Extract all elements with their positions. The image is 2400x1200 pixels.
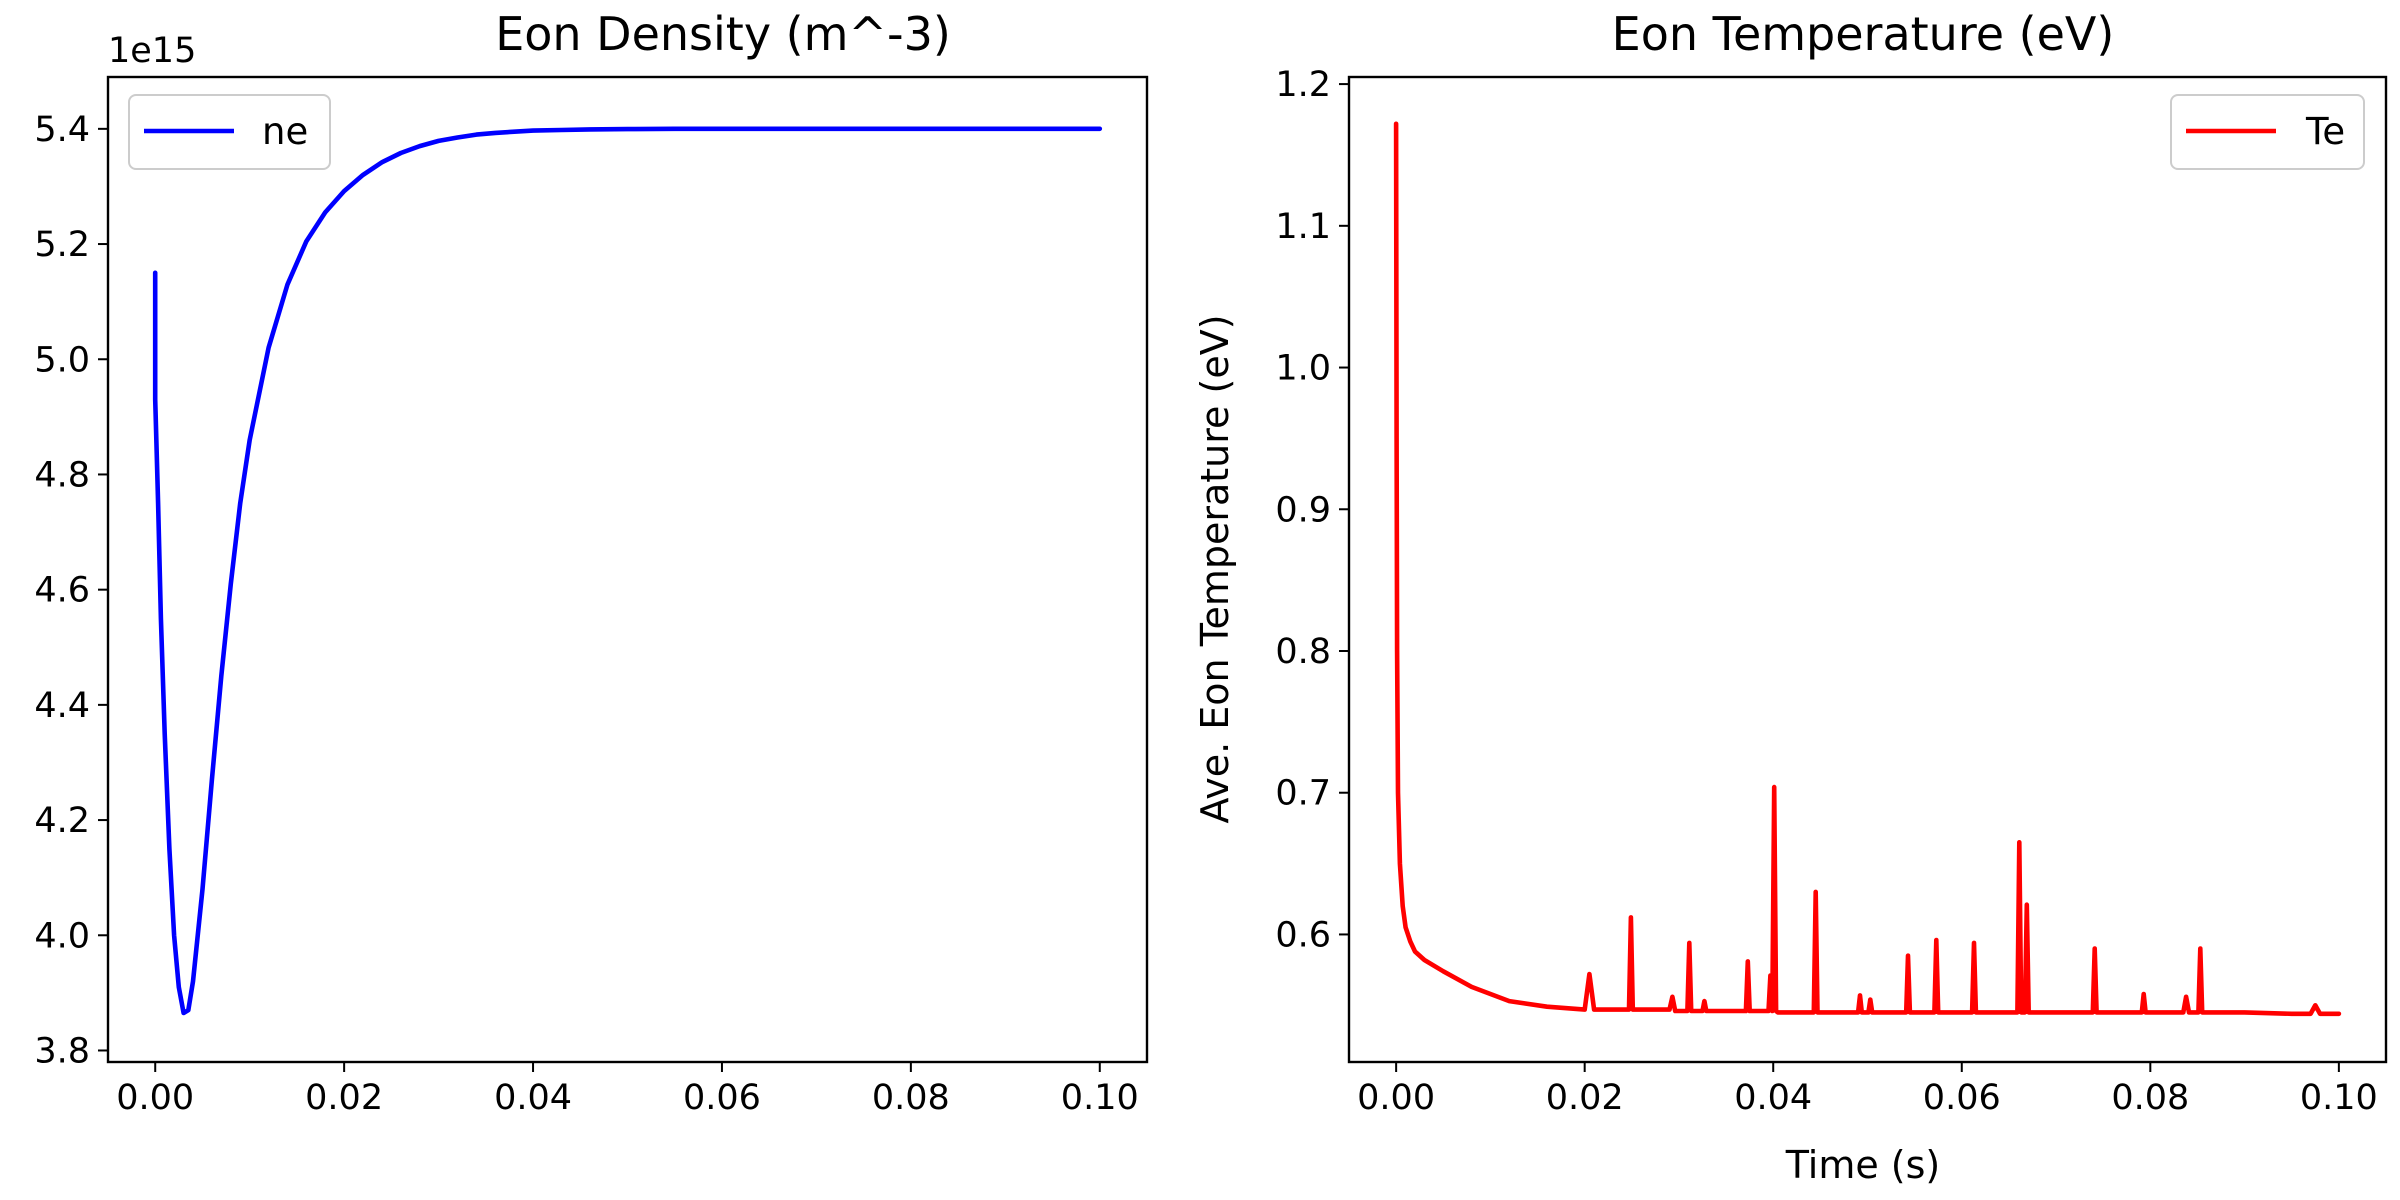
- temperature-series: [1393, 121, 2342, 1017]
- temperature-plot-frame: [1347, 75, 2388, 1064]
- density-offset-label: 1e15: [108, 31, 196, 71]
- temperature-x-tick-label: 0.04: [1734, 1078, 1812, 1118]
- temperature-x-tick-label: 0.10: [2300, 1078, 2378, 1118]
- density-x-tick-label: 0.06: [683, 1078, 761, 1118]
- density-x-tick-label: 0.04: [494, 1078, 572, 1118]
- temperature-y-tick-label: 0.6: [1275, 915, 1331, 955]
- density-y-tick-label: 4.6: [34, 571, 90, 611]
- temperature-y-tick-label: 1.0: [1275, 349, 1331, 389]
- density-x-tick-label: 0.00: [116, 1078, 194, 1118]
- temperature-legend: Te: [2170, 94, 2365, 170]
- temperature-y-tick-label: 0.7: [1275, 774, 1331, 814]
- density-y-tick-label: 4.0: [34, 916, 90, 956]
- density-series: [152, 126, 1103, 1016]
- density-plot-frame: [106, 75, 1149, 1064]
- temperature-y-tick-label: 0.9: [1275, 490, 1331, 530]
- density-y-tick-label: 5.4: [34, 110, 90, 150]
- density-x-tick-label: 0.08: [872, 1078, 950, 1118]
- density-y-tick-label: 4.4: [34, 686, 90, 726]
- temperature-title: Eon Temperature (eV): [1612, 7, 2115, 61]
- density-y-tick-label: 3.8: [34, 1031, 90, 1071]
- temperature-y-tick-label: 1.2: [1275, 65, 1331, 105]
- density-y-tick-label: 5.0: [34, 340, 90, 380]
- density-y-tick-label: 4.8: [34, 455, 90, 495]
- temperature-x-axis-label: Time (s): [1785, 1143, 1941, 1187]
- density-legend: ne: [128, 94, 331, 170]
- temperature-series-line: [1393, 121, 2342, 1017]
- density-y-tick-label: 5.2: [34, 225, 90, 265]
- temperature-y-tick-label: 1.1: [1275, 207, 1331, 247]
- density-axis-ticks: 0.00 0.02 0.04 0.06 0.08 0.10 3.8 4.0 4.2 4.4 4.6 4…: [34, 110, 1138, 1118]
- density-x-tick-label: 0.02: [305, 1078, 383, 1118]
- temperature-y-axis-label: Ave. Eon Temperature (eV): [1193, 314, 1237, 823]
- density-legend-label: ne: [262, 110, 308, 153]
- density-y-tick-label: 4.2: [34, 801, 90, 841]
- temperature-x-tick-label: 0.00: [1357, 1078, 1435, 1118]
- temperature-x-tick-label: 0.06: [1923, 1078, 2001, 1118]
- temperature-y-tick-label: 0.8: [1275, 632, 1331, 672]
- temperature-x-tick-label: 0.08: [2111, 1078, 2189, 1118]
- temperature-legend-label: Te: [2305, 110, 2345, 153]
- density-panel: Eon Density (m^-3) 1e15 0.00 0.02 0.04 0.06…: [34, 7, 1149, 1118]
- temperature-axis-ticks: 0.00 0.02 0.04 0.06 0.08 0.10 0.6 0.7 0.8 0.9 1.0 1…: [1275, 65, 2378, 1118]
- density-title: Eon Density (m^-3): [495, 7, 951, 61]
- temperature-x-tick-label: 0.02: [1546, 1078, 1624, 1118]
- temperature-panel: Eon Temperature (eV) 0.00 0.02 0.04 0.06 0.0…: [1193, 7, 2388, 1187]
- density-x-tick-label: 0.10: [1061, 1078, 1139, 1118]
- density-series-line: [152, 126, 1103, 1016]
